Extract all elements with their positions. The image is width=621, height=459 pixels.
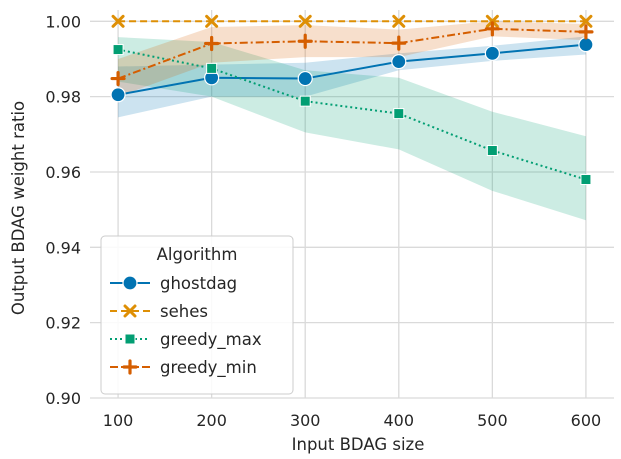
greedy-min-line bbox=[117, 27, 586, 80]
legend-marker-ghostdag bbox=[122, 275, 138, 291]
legend-label-sehes: sehes bbox=[160, 302, 208, 321]
sehes-point-stroke bbox=[205, 14, 219, 28]
legend-entry-greedy-max: greedy_max bbox=[110, 330, 262, 350]
greedy-max-point bbox=[580, 174, 592, 186]
sehes-point bbox=[111, 14, 125, 28]
sehes-point-stroke bbox=[392, 14, 406, 28]
greedy-min-point-stroke bbox=[297, 33, 313, 49]
y-tick-label: 0.98 bbox=[45, 88, 81, 107]
greedy-max-line bbox=[117, 48, 587, 181]
greedy-min-point-stroke bbox=[391, 35, 407, 51]
legend-marker-greedy-max bbox=[124, 333, 136, 345]
ghostdag-point bbox=[110, 87, 126, 103]
legend-marker-sehes-stroke bbox=[123, 304, 137, 318]
x-tick-label: 100 bbox=[103, 411, 134, 430]
legend-marker-sehes bbox=[123, 304, 137, 318]
sehes-point-stroke bbox=[111, 14, 125, 28]
legend-entries: ghostdag sehes greedy_max greedy_min bbox=[110, 274, 262, 378]
legend-marker-greedy-min bbox=[122, 359, 138, 375]
confidence-bands bbox=[118, 21, 586, 221]
sehes-point bbox=[298, 14, 312, 28]
legend-entry-greedy-min: greedy_min bbox=[110, 358, 257, 378]
sehes-point-stroke bbox=[298, 14, 312, 28]
legend-title: Algorithm bbox=[157, 245, 238, 264]
ghostdag-point bbox=[484, 45, 500, 61]
greedy-max-point bbox=[206, 62, 218, 74]
sehes-point bbox=[205, 14, 219, 28]
greedy-min-point bbox=[204, 35, 220, 52]
series-markers bbox=[110, 14, 594, 186]
x-tick-label: 400 bbox=[384, 411, 415, 430]
legend-label-ghostdag: ghostdag bbox=[160, 274, 237, 293]
legend-label-greedy-min: greedy_min bbox=[160, 358, 257, 378]
ghostdag-point bbox=[297, 70, 313, 87]
y-tick-label: 1.00 bbox=[45, 12, 81, 31]
legend: Algorithm ghostdag sehes greedy_max greedy_… bbox=[100, 235, 294, 395]
greedy-min-point bbox=[297, 33, 313, 49]
greedy-max-point bbox=[112, 44, 124, 56]
greedy-min-point-stroke bbox=[578, 24, 594, 40]
legend-label-greedy-max: greedy_max bbox=[160, 330, 262, 350]
sehes-point bbox=[392, 14, 406, 28]
x-tick-label: 200 bbox=[196, 411, 227, 430]
greedy-max-ci-band bbox=[118, 37, 586, 221]
y-axis-label: Output BDAG weight ratio bbox=[9, 101, 28, 315]
ghostdag-line bbox=[117, 43, 587, 96]
greedy-max-point bbox=[486, 145, 498, 157]
y-tick-label: 0.90 bbox=[45, 389, 81, 408]
y-tick-label: 0.96 bbox=[45, 163, 81, 182]
x-tick-label: 500 bbox=[477, 411, 508, 430]
series-lines bbox=[117, 20, 587, 181]
greedy-min-point-stroke bbox=[110, 70, 126, 87]
greedy-min-point-stroke bbox=[484, 21, 500, 37]
y-tick-label: 0.94 bbox=[45, 238, 81, 257]
legend-marker-greedy-min-stroke bbox=[122, 359, 138, 375]
x-tick-label: 600 bbox=[571, 411, 602, 430]
greedy-max-point bbox=[393, 108, 405, 120]
greedy-max-point bbox=[299, 95, 311, 107]
legend-box bbox=[100, 235, 294, 395]
greedy-min-point bbox=[110, 70, 126, 87]
sehes-point-stroke bbox=[579, 14, 593, 28]
ghostdag-point bbox=[578, 37, 594, 53]
greedy-min-point bbox=[578, 24, 594, 40]
x-tick-label: 300 bbox=[290, 411, 321, 430]
greedy-min-ci-band bbox=[118, 21, 586, 97]
ghostdag-point bbox=[391, 54, 407, 70]
greedy-min-point-stroke bbox=[204, 35, 220, 52]
ghostdag-ci-band bbox=[118, 36, 586, 118]
sehes-point bbox=[579, 14, 593, 28]
greedy-min-point bbox=[391, 35, 407, 51]
greedy-min-point bbox=[484, 21, 500, 37]
legend-entry-sehes: sehes bbox=[110, 302, 208, 321]
y-tick-label: 0.92 bbox=[45, 314, 81, 333]
tick-labels: 100 200 300 400 500 600 0.90 0.92 0.94 0.96 0.98 1.… bbox=[45, 12, 601, 430]
x-axis-label: Input BDAG size bbox=[292, 435, 425, 454]
legend-entry-ghostdag: ghostdag bbox=[110, 274, 237, 293]
